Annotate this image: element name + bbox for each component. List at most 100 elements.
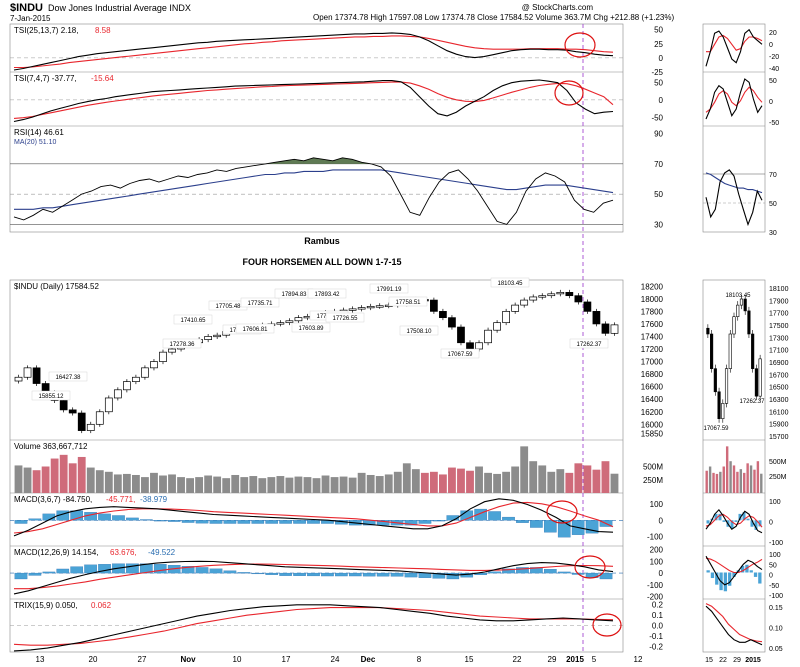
- side-price-candle: [751, 333, 755, 369]
- side-macd1-bar: [754, 520, 758, 530]
- annotation-title: FOUR HORSEMEN ALL DOWN 1-7-15: [242, 257, 401, 267]
- volume-bar: [113, 474, 122, 493]
- price-candle: [348, 308, 357, 311]
- side-volume-bar: [739, 469, 743, 493]
- side-price-tick: 16500: [769, 385, 789, 392]
- price-label: 17606.81: [242, 327, 268, 333]
- side-macd2-bar: [740, 565, 745, 573]
- price-candle: [59, 400, 68, 411]
- tsi2-legend: TSI(7,4,7) -37.77,: [14, 74, 77, 83]
- side-macd1-tick: -100: [769, 540, 783, 547]
- side-macd2-line: [705, 555, 763, 586]
- volume-bar: [150, 472, 158, 493]
- side-tsi1-signal-line: [706, 34, 763, 53]
- side-price-candle: [747, 310, 751, 335]
- volume-bar: [285, 477, 294, 493]
- volume-bar: [276, 476, 285, 493]
- volume-bar: [484, 472, 492, 493]
- side-volume-tick: 250M: [769, 474, 787, 481]
- macd1-histogram-bar: [126, 517, 139, 521]
- side-volume-bar: [743, 472, 746, 493]
- side-tsi1-tick: 20: [769, 30, 777, 37]
- price-label-box: [307, 288, 347, 299]
- tsi2-signal-line: [13, 81, 614, 119]
- price-candle: [168, 348, 176, 353]
- tick-price-3: 17600: [641, 320, 664, 329]
- side-trix-line: [705, 605, 763, 646]
- side-frame-0: [702, 23, 766, 233]
- side-macd1-bar: [718, 513, 722, 521]
- side-price-candle: [736, 304, 740, 317]
- macd2-histogram-bar: [557, 571, 571, 574]
- price-label: 17726.55: [332, 316, 358, 322]
- volume-bar: [294, 476, 303, 493]
- macd2-histogram-bar: [516, 567, 529, 574]
- x-axis-label: 10: [233, 655, 242, 664]
- volume-bar: [14, 465, 23, 493]
- tsi1-line: [13, 32, 614, 71]
- macd1-histogram-bar: [28, 518, 42, 521]
- volume-bar: [583, 465, 592, 493]
- tick-tsi1-2: 0: [659, 54, 664, 63]
- volume-bar: [520, 446, 529, 493]
- volume-bar: [448, 467, 456, 493]
- price-candle: [475, 342, 483, 350]
- tick-macd2-1: 100: [650, 557, 664, 566]
- tick-macd2-3: -100: [647, 581, 664, 590]
- tick-price-1: 18000: [641, 295, 664, 304]
- macd1-histogram-bar: [502, 516, 515, 521]
- price-label-box: [399, 325, 439, 336]
- macd2-histogram-bar: [418, 572, 432, 578]
- volume-bar: [502, 471, 511, 493]
- x-axis-label: 8: [417, 655, 422, 664]
- price-label: 17603.89: [298, 326, 324, 332]
- macd2-histogram-bar: [98, 564, 111, 574]
- tsi1-signal-line: [14, 35, 614, 69]
- price-candle: [457, 326, 465, 344]
- tick-tsi1-3: -25: [651, 68, 663, 77]
- volume-bar: [321, 475, 330, 493]
- side-volume-bar: [722, 466, 725, 493]
- side-volume-bar: [749, 465, 753, 493]
- tick-price-9: 16400: [641, 395, 664, 404]
- volume-bar: [168, 474, 176, 493]
- side-tsi1-line: [705, 28, 763, 67]
- x-axis-label: 2015: [566, 655, 584, 664]
- x-axis-label: 15: [465, 655, 474, 664]
- volume-bar: [348, 477, 357, 493]
- side-x-label: 2015: [745, 657, 761, 664]
- side-volume-bar: [746, 463, 749, 493]
- tick-macd2-0: 200: [650, 546, 664, 555]
- side-volume-bar: [760, 473, 763, 493]
- price-candle: [32, 367, 41, 384]
- macd1-highlight-circle: [546, 500, 578, 524]
- macd1-histogram-bar: [474, 508, 487, 521]
- price-candle: [601, 323, 610, 334]
- price-candle: [375, 305, 384, 308]
- macd2-highlight-circle: [574, 555, 606, 579]
- tick-price-4: 17400: [641, 332, 664, 341]
- macd1-histogram-bar: [265, 520, 279, 524]
- side-trix-tick: 0.15: [769, 605, 783, 612]
- macd1-legend: MACD(3,6,7) -84.750,: [14, 495, 92, 504]
- side-price-candle: [710, 333, 714, 369]
- macd2-histogram-bar: [362, 572, 376, 577]
- tick-tsi1-0: 50: [654, 26, 663, 35]
- macd2-histogram-bar: [237, 572, 251, 574]
- price-label-box: [162, 338, 202, 349]
- price-label-box: [291, 322, 331, 333]
- volume-bar: [556, 469, 565, 493]
- side-macd2-bar: [710, 572, 715, 579]
- macd2-histogram-bar: [307, 572, 320, 577]
- tick-price-7: 16800: [641, 370, 664, 379]
- volume-bar: [565, 472, 574, 493]
- macd1-histogram-bar: [209, 520, 223, 524]
- macd1-histogram-bar: [98, 513, 111, 521]
- rsi-legend: RSI(14) 46.61: [14, 128, 64, 137]
- macd1-histogram-bar: [530, 520, 543, 528]
- price-candle: [204, 336, 213, 340]
- price-label-box: [173, 314, 213, 325]
- volume-bar: [592, 469, 601, 493]
- macd1-histogram-bar: [223, 520, 237, 524]
- side-volume-bar: [715, 473, 719, 493]
